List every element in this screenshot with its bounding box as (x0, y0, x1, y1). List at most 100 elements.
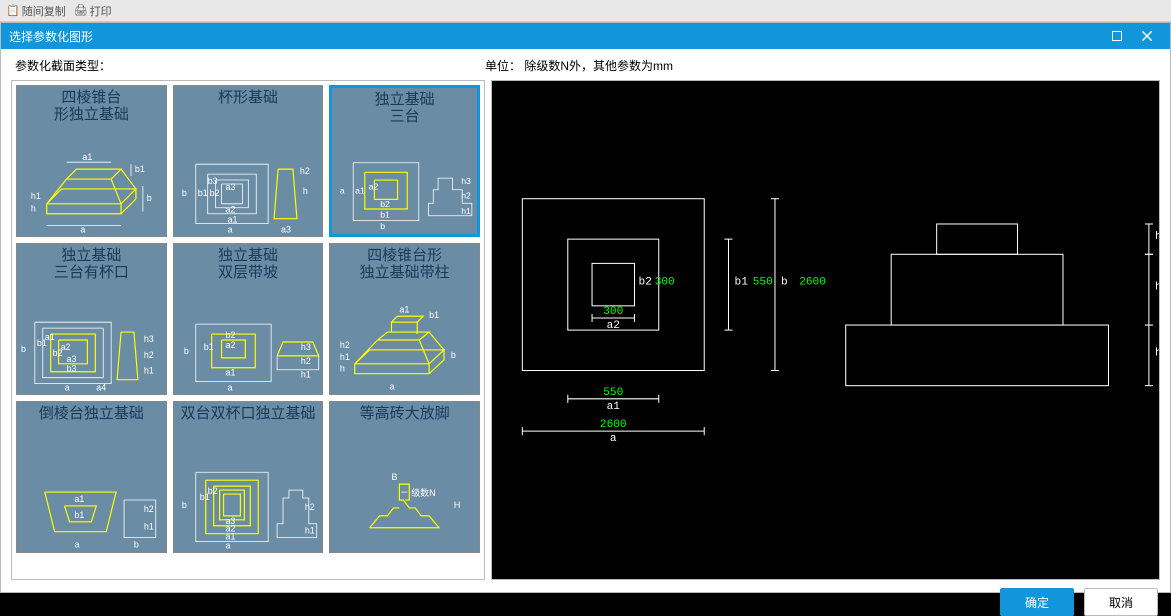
svg-text:b2: b2 (381, 199, 391, 209)
shape-thumb-t9[interactable]: 等高砖大放脚BH级数N (329, 401, 480, 553)
shape-thumb-t1[interactable]: 四棱锥台形独立基础aba1b1h1h (16, 85, 167, 237)
tabstrip-item-copy[interactable]: 📋 随间复制 (6, 3, 66, 19)
shape-gallery: 四棱锥台形独立基础aba1b1h1h杯形基础aa1a2a3bb1b3b2ha3h… (11, 80, 485, 580)
svg-text:a1: a1 (82, 152, 92, 162)
maximize-button[interactable] (1102, 23, 1132, 49)
svg-text:a: a (610, 433, 617, 445)
svg-text:h3: h3 (144, 334, 154, 344)
svg-text:h1: h1 (144, 366, 154, 376)
svg-text:a1: a1 (400, 304, 410, 314)
shape-thumb-t6[interactable]: 四棱锥台形独立基础带柱aba1b1h2h1h (329, 243, 480, 395)
svg-text:300: 300 (603, 306, 623, 318)
svg-text:h2: h2 (300, 166, 310, 176)
shape-thumb-t3[interactable]: 独立基础三台aa1a2bb1b2h1h2h3 (329, 85, 480, 237)
svg-text:b1: b1 (203, 342, 213, 352)
thumb-title: 倒棱台独立基础 (17, 402, 166, 423)
svg-text:a2: a2 (225, 340, 235, 350)
cancel-button[interactable]: 取消 (1084, 588, 1158, 616)
svg-text:a1: a1 (45, 332, 55, 342)
svg-text:2600: 2600 (799, 277, 826, 289)
svg-text:h1: h1 (304, 526, 314, 536)
dialog-footer: 确定 取消 (1, 588, 1170, 616)
svg-text:300: 300 (655, 277, 675, 289)
svg-text:a3: a3 (281, 225, 291, 234)
svg-text:h2: h2 (144, 504, 154, 514)
svg-text:h1: h1 (462, 206, 472, 216)
svg-text:h2: h2 (144, 350, 154, 360)
svg-text:b: b (147, 193, 152, 203)
svg-text:b: b (451, 350, 456, 360)
svg-text:b1: b1 (381, 210, 391, 220)
thumb-title: 独立基础双层带坡 (174, 244, 323, 283)
thumb-title: 四棱锥台形独立基础 (17, 86, 166, 125)
svg-text:a: a (80, 225, 85, 234)
svg-text:a1: a1 (227, 215, 237, 225)
svg-text:h1: h1 (1155, 347, 1159, 359)
thumb-title: 独立基础三台有杯口 (17, 244, 166, 283)
svg-text:H: H (454, 500, 460, 510)
svg-text:b1: b1 (197, 188, 207, 198)
svg-text:b2: b2 (209, 188, 219, 198)
dialog-header-row: 参数化截面类型： 单位： 除级数N外，其他参数为mm (1, 49, 1170, 80)
units-label: 单位： 除级数N外，其他参数为mm (485, 57, 1156, 74)
svg-text:b: b (182, 188, 187, 198)
shape-preview: 300a2b2300550a12600ab1550b2600h1300h2350… (491, 80, 1160, 580)
svg-text:h2: h2 (340, 340, 350, 350)
svg-text:h2: h2 (1155, 282, 1159, 294)
shape-thumb-t8[interactable]: 双台双杯口独立基础aba1a2a3b1b2h1h2 (173, 401, 324, 553)
svg-text:b2: b2 (207, 486, 217, 496)
svg-text:B: B (392, 472, 398, 482)
svg-text:a: a (74, 540, 79, 550)
svg-text:a: a (65, 383, 70, 392)
svg-text:a3: a3 (67, 354, 77, 364)
svg-text:a1: a1 (355, 186, 365, 196)
svg-text:h2: h2 (301, 356, 311, 366)
svg-text:a2: a2 (607, 320, 620, 332)
svg-text:b1: b1 (735, 277, 749, 289)
svg-text:b1: b1 (74, 510, 84, 520)
svg-text:h: h (340, 364, 345, 374)
svg-text:a: a (225, 541, 230, 550)
thumb-title: 等高砖大放脚 (330, 402, 479, 423)
dialog-title: 选择参数化图形 (9, 28, 93, 45)
ok-button[interactable]: 确定 (1000, 588, 1074, 616)
svg-text:a: a (227, 383, 232, 392)
svg-text:b: b (134, 540, 139, 550)
shape-thumb-t4[interactable]: 独立基础三台有杯口bb1a1b2a2a3b3aa4h3h2h1 (16, 243, 167, 395)
thumb-title: 四棱锥台形独立基础带柱 (330, 244, 479, 283)
svg-text:a2: a2 (369, 182, 379, 192)
svg-text:h2: h2 (304, 502, 314, 512)
svg-text:a: a (227, 225, 232, 234)
shape-thumb-t7[interactable]: 倒棱台独立基础 a b1 a1 h2 h1 b (16, 401, 167, 553)
tabstrip-item-print[interactable]: 🖨 打印 (74, 3, 112, 19)
thumb-title: 双台双杯口独立基础 (174, 402, 323, 423)
svg-text:h3: h3 (301, 342, 311, 352)
svg-text:b3: b3 (207, 176, 217, 186)
svg-text:a: a (390, 382, 395, 392)
parametric-shape-dialog: 选择参数化图形 参数化截面类型： 单位： 除级数N外，其他参数为mm 四棱锥台形… (0, 22, 1171, 593)
svg-text:h1: h1 (31, 191, 41, 201)
svg-text:a1: a1 (225, 368, 235, 378)
svg-text:a1: a1 (74, 494, 84, 504)
svg-text:b: b (182, 500, 187, 510)
shape-thumb-t2[interactable]: 杯形基础aa1a2a3bb1b3b2ha3h2 (173, 85, 324, 237)
svg-text:h3: h3 (462, 176, 472, 186)
shape-thumb-t5[interactable]: 独立基础双层带坡bb1a2b2a1ah3h2h1 (173, 243, 324, 395)
svg-text:b: b (184, 346, 189, 356)
svg-text:b1: b1 (135, 164, 145, 174)
svg-text:b2: b2 (225, 330, 235, 340)
svg-text:h1: h1 (144, 522, 154, 532)
thumb-title: 杯形基础 (174, 86, 323, 107)
svg-text:h2: h2 (462, 190, 472, 200)
thumb-title: 独立基础三台 (332, 88, 477, 127)
svg-text:h1: h1 (340, 352, 350, 362)
svg-text:b2: b2 (639, 277, 652, 289)
close-button[interactable] (1132, 23, 1162, 49)
app-tabstrip: 📋 随间复制 🖨 打印 (0, 0, 1171, 22)
svg-text:550: 550 (603, 387, 623, 399)
svg-text:h: h (303, 186, 308, 196)
dialog-titlebar[interactable]: 选择参数化图形 (1, 23, 1170, 49)
svg-text:a2: a2 (225, 205, 235, 215)
dialog-content: 四棱锥台形独立基础aba1b1h1h杯形基础aa1a2a3bb1b3b2ha3h… (1, 80, 1170, 588)
svg-text:a4: a4 (96, 383, 106, 392)
